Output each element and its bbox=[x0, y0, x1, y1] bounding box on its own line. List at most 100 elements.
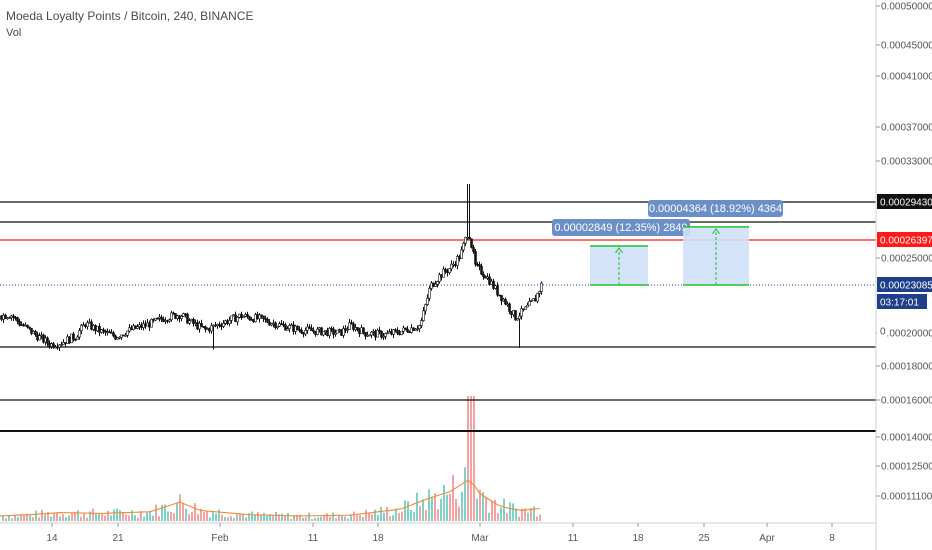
volume-bar bbox=[221, 514, 223, 521]
volume-bar bbox=[362, 517, 364, 521]
candle-body bbox=[418, 325, 421, 329]
volume-bar bbox=[266, 514, 268, 521]
candle-body bbox=[198, 323, 201, 330]
candle-body bbox=[332, 328, 335, 335]
candle-body bbox=[250, 319, 253, 321]
volume-bar bbox=[8, 516, 10, 521]
volume-bar bbox=[155, 504, 157, 521]
measure-arrowhead bbox=[615, 247, 623, 254]
volume-bar bbox=[398, 512, 400, 521]
measure-arrowhead bbox=[712, 227, 720, 235]
measure-range-box[interactable] bbox=[683, 226, 749, 285]
candle-body bbox=[244, 314, 247, 317]
candle-body bbox=[238, 313, 241, 318]
volume-bar bbox=[11, 518, 13, 521]
candle-body bbox=[180, 315, 183, 319]
volume-bar bbox=[449, 494, 451, 521]
y-tick-label: 0.00050000 bbox=[881, 2, 932, 13]
volume-bar bbox=[413, 512, 415, 521]
candle-body bbox=[334, 332, 337, 335]
candle-body bbox=[336, 329, 339, 334]
volume-bar bbox=[263, 512, 265, 521]
chart-title: Moeda Loyalty Points / Bitcoin, 240, BIN… bbox=[6, 9, 254, 23]
candle-body bbox=[164, 320, 167, 322]
volume-bar bbox=[419, 506, 421, 521]
candle-body bbox=[258, 314, 261, 320]
candle-body bbox=[526, 304, 529, 308]
candle-body bbox=[540, 282, 543, 292]
price-tag-red-text: 0.00026397 bbox=[880, 236, 932, 247]
candle-body bbox=[138, 324, 141, 327]
candle-body bbox=[284, 324, 287, 331]
candle-body bbox=[304, 330, 307, 335]
candle-body bbox=[30, 327, 33, 334]
volume-bar bbox=[89, 511, 91, 521]
x-tick-label: 8 bbox=[829, 533, 835, 544]
volume-bar bbox=[254, 515, 256, 521]
candle-body bbox=[126, 330, 129, 336]
volume-bar bbox=[23, 515, 25, 521]
candle-body bbox=[300, 329, 303, 334]
candle-body bbox=[182, 313, 185, 317]
candle-body bbox=[220, 325, 223, 328]
y-tick-label: 0.00020000 bbox=[881, 329, 932, 340]
candle-body bbox=[188, 320, 191, 324]
y-tick-label: 0.00014000 bbox=[881, 433, 932, 444]
volume-bar bbox=[50, 516, 52, 521]
volume-bar bbox=[512, 503, 514, 521]
volume-moving-average bbox=[0, 479, 541, 517]
volume-bar bbox=[257, 511, 259, 521]
volume-bar bbox=[389, 516, 391, 521]
volume-bar bbox=[521, 508, 523, 521]
volume-bar bbox=[284, 515, 286, 521]
volume-bar bbox=[410, 509, 412, 521]
volume-bar bbox=[173, 513, 175, 521]
candle-body bbox=[64, 342, 67, 344]
candle-body bbox=[342, 328, 345, 336]
volume-bar bbox=[506, 513, 508, 521]
volume-bar bbox=[524, 508, 526, 521]
y-tick-label: 0.00016000 bbox=[881, 396, 932, 407]
candle-body bbox=[92, 325, 95, 330]
volume-bar bbox=[224, 517, 226, 521]
candle-body bbox=[286, 328, 289, 331]
volume-bar bbox=[137, 517, 139, 521]
candle-body bbox=[76, 336, 79, 340]
volume-bar bbox=[341, 515, 343, 521]
candle-body bbox=[224, 320, 227, 324]
candle-body bbox=[118, 336, 121, 339]
volume-bar bbox=[251, 511, 253, 521]
volume-bar bbox=[38, 517, 40, 521]
candle-body bbox=[38, 335, 41, 341]
candle-body bbox=[94, 325, 97, 332]
x-tick-label: 18 bbox=[632, 533, 644, 544]
volume-bar bbox=[467, 396, 469, 521]
candle-body bbox=[422, 310, 425, 321]
measure-ranges[interactable]: 0.00002849 (12.35%) 2849 0.00004364 (18.9… bbox=[552, 200, 783, 286]
candle-body bbox=[26, 324, 29, 328]
volume-bar bbox=[509, 502, 511, 521]
volume-bar bbox=[230, 516, 232, 521]
volume-bar bbox=[245, 517, 247, 521]
candle-body bbox=[202, 326, 205, 328]
candle-body bbox=[120, 334, 123, 338]
candle-body bbox=[116, 337, 119, 340]
volume-bar bbox=[215, 513, 217, 521]
volume-bar bbox=[68, 515, 70, 521]
candle-body bbox=[100, 329, 103, 333]
candle-body bbox=[478, 264, 481, 267]
candle-body bbox=[246, 314, 249, 317]
volume-bar bbox=[299, 514, 301, 521]
volume-bar bbox=[236, 514, 238, 521]
price-tag-extra-text: 0 bbox=[880, 327, 886, 338]
volume-bar bbox=[164, 504, 166, 521]
volume-bar bbox=[440, 498, 442, 521]
volume-bar bbox=[194, 503, 196, 521]
volume-bar bbox=[458, 506, 460, 521]
y-tick-label: 0.00012500 bbox=[881, 462, 932, 473]
volume-bar bbox=[431, 496, 433, 521]
candle-body bbox=[536, 293, 539, 302]
x-tick-label: 14 bbox=[46, 533, 58, 544]
